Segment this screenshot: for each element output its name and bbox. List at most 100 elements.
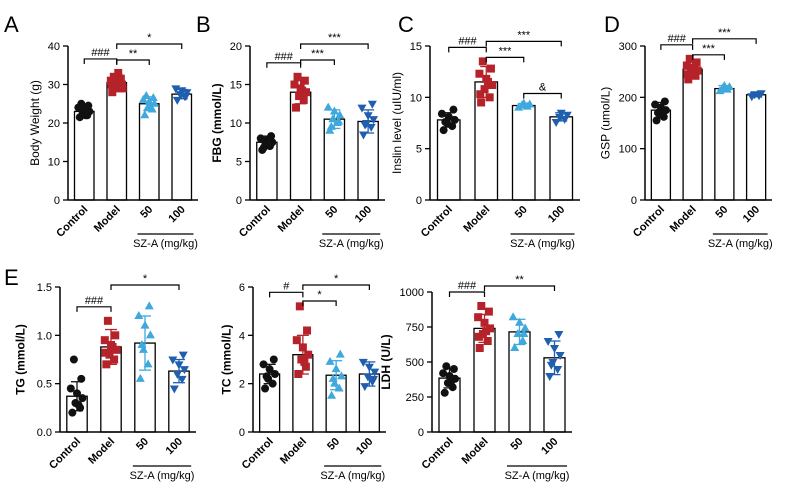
data-point-1-7 [295,302,304,311]
data-point-2-7 [137,340,147,348]
y-axis-label: TG (mmol/L) [14,324,28,395]
x-tick-label-0: Control [631,204,667,240]
data-point-1-1 [299,95,308,104]
data-point-1-2 [480,85,489,94]
y-axis-label: LDH (U/L) [379,334,393,389]
significance-label-1: * [317,289,322,301]
significance-bracket-1 [485,56,525,63]
panel-letter: E [4,265,19,290]
bar-3 [171,93,193,201]
data-point-2-0 [327,390,337,399]
y-tick-label-0: 0 [239,427,245,439]
y-tick-label-0: 0 [418,427,424,439]
data-point-0-3 [450,115,459,124]
y-tick-label-3: 6 [239,282,245,294]
data-point-2-1 [143,359,153,368]
bar-2 [508,331,531,433]
bar-3 [745,94,767,201]
data-point-1-8 [482,327,491,336]
data-point-2-6 [144,301,154,310]
data-point-3-7 [360,121,370,130]
panel-letter: C [398,12,414,37]
y-tick-label-3: 15 [410,41,422,53]
significance-bracket-1 [110,284,180,290]
data-point-2-6 [519,329,529,337]
panel-5: 0 2 4 6 TC (mmol/L) Control Model 50 100 SZ-A (mg… [220,273,386,482]
data-point-3-5 [543,338,553,346]
data-point-1-3 [488,81,497,90]
significance-bracket-2 [300,43,369,49]
significance-label-3: & [539,81,547,93]
significance-bracket-3 [523,92,562,99]
data-point-1-1 [691,71,700,80]
x-tick-label-1: Model [460,436,491,467]
bar-0 [73,110,95,201]
data-point-2-0 [514,102,524,111]
x-tick-label-2: 50 [325,436,342,453]
significance-label-0: ### [91,47,110,59]
data-point-1-5 [100,336,109,345]
x-tick-label-3: 100 [166,204,187,225]
x-tick-label-0: Control [240,436,276,472]
data-point-2-6 [335,349,345,358]
data-point-1-9 [683,70,692,79]
data-point-1-3 [304,350,313,359]
data-point-0-6 [660,97,669,106]
data-point-2-7 [328,373,338,382]
significance-label-1: *** [311,48,325,60]
significance-label-0: # [283,280,290,292]
data-point-2-5 [323,102,333,111]
data-point-1-7 [685,54,694,63]
y-tick-label-4: 20 [230,41,242,53]
data-point-1-9 [107,80,116,89]
data-point-2-5 [325,356,335,365]
data-point-0-8 [81,111,90,120]
data-point-3-3 [562,111,572,120]
data-point-2-0 [140,110,150,119]
x-tick-label-0: Control [419,436,455,472]
bar-2 [714,87,735,201]
data-point-1-5 [474,313,483,322]
significance-label-2: * [147,32,152,44]
significance-label-0: ### [458,280,477,292]
data-point-1-7 [293,72,302,81]
data-point-2-8 [146,102,156,111]
data-point-2-5 [508,312,518,321]
data-point-2-2 [138,344,148,353]
data-point-2-6 [334,116,344,125]
x-tick-label-0: Control [54,204,90,240]
x-tick-label-3: 100 [539,436,560,457]
data-point-3-7 [546,361,556,370]
significance-label-0: ### [85,295,104,307]
data-point-3-0 [360,383,370,392]
data-point-3-5 [357,104,367,113]
data-point-0-7 [69,355,78,364]
data-point-0-5 [437,109,446,118]
significance-bracket-1 [692,54,725,60]
x-tick-label-1: Model [86,436,117,467]
data-point-3-6 [554,331,564,339]
data-point-2-5 [134,311,144,319]
data-point-3-3 [369,116,379,125]
significance-bracket-2 [116,43,183,49]
data-point-0-3 [78,394,87,403]
group-label: SZ-A (mg/kg) [505,470,570,482]
data-point-1-7 [103,316,112,325]
significance-bracket-1 [483,285,556,291]
data-point-2-0 [510,343,520,351]
data-point-1-9 [476,90,485,99]
significance-bracket-0 [266,62,302,68]
data-point-1-7 [477,302,486,310]
x-tick-label-3: 100 [546,204,567,225]
data-point-0-0 [261,384,270,393]
x-tick-label-2: 50 [138,204,155,221]
data-point-1-6 [692,58,701,67]
data-point-1-7 [478,57,487,66]
data-point-1-1 [301,362,310,371]
data-point-1-5 [682,61,691,70]
x-tick-label-0: Control [47,436,83,472]
significance-bracket-0 [76,306,112,312]
data-point-0-5 [651,100,660,109]
y-tick-label-4: 40 [48,41,60,53]
